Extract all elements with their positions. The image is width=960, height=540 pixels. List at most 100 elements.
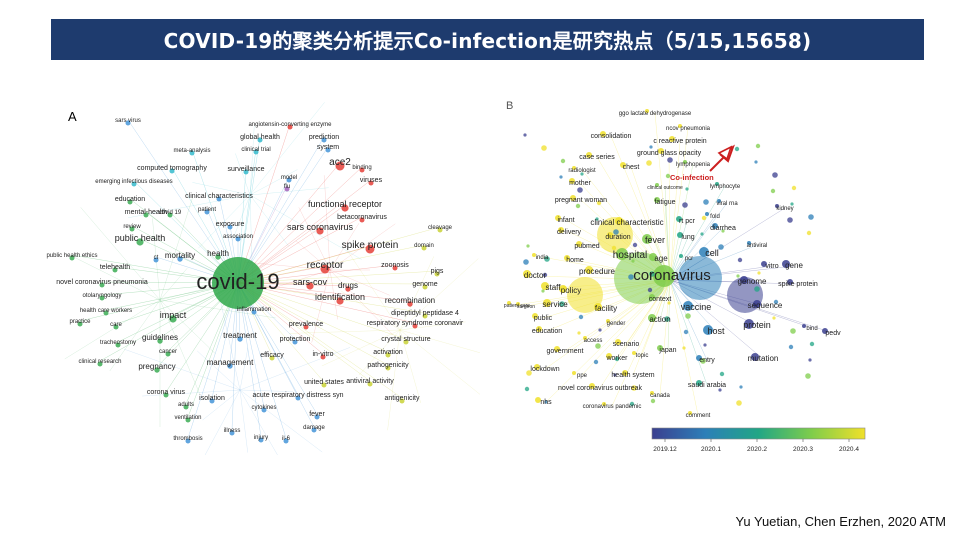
node-viral-rna	[717, 199, 721, 203]
label-system: system	[317, 144, 339, 151]
label-lockdown: lockdown	[530, 366, 559, 373]
node-minor	[700, 358, 706, 364]
node-minor	[755, 143, 761, 149]
node-minor	[718, 244, 724, 250]
label-prevalence: prevalence	[289, 321, 323, 328]
label-association: association	[223, 234, 253, 240]
edge-extra	[399, 321, 466, 331]
edge-b	[669, 127, 689, 281]
node-government	[554, 346, 560, 352]
node-staff	[541, 282, 549, 290]
edge-extra	[249, 169, 298, 196]
panel-b-letter: B	[506, 100, 514, 112]
edge-extra	[159, 299, 200, 395]
label-dipeptidyl-peptidase-4: dipeptidyl peptidase 4	[391, 310, 459, 317]
cluster-map-a: covid-19 sars-cov receptor identification dr…	[46, 102, 480, 455]
node-covid-19	[212, 257, 264, 309]
node-crystal-structure	[403, 339, 409, 345]
node-minor	[772, 316, 776, 320]
edge-extra	[142, 389, 241, 397]
label-gene: gene	[785, 261, 803, 270]
label-betacoronavirus: betacoronavirus	[337, 214, 387, 221]
node-isolation	[209, 398, 215, 404]
label-radiologist: radiologist	[568, 168, 596, 174]
edge-extra	[239, 347, 351, 391]
edge-thrombosis	[187, 282, 239, 439]
label-viral-rna: viral rna	[716, 201, 738, 207]
label-pcr: pcr	[685, 256, 693, 262]
edge-extra	[239, 389, 293, 392]
label-receptor: receptor	[307, 260, 344, 271]
node-facility	[594, 303, 602, 311]
node-minor	[718, 388, 722, 392]
node-system	[325, 147, 331, 153]
title-banner: COVID-19的聚类分析提示Co-infection是研究热点（5/15,15…	[51, 19, 924, 60]
node-clinical-characteristics	[216, 196, 222, 202]
node-spike-protein	[787, 279, 793, 285]
node-minor	[544, 256, 550, 262]
node-public-health	[136, 238, 144, 246]
node-scenario	[615, 339, 621, 345]
label-injury: injury	[254, 435, 268, 441]
label-genome: genome	[412, 281, 437, 288]
node-prediction	[321, 137, 327, 143]
label-clinical-research: clinical research	[78, 359, 121, 365]
label-pubmed: pubmed	[574, 243, 599, 250]
node-india	[532, 253, 536, 257]
node-surgeon	[516, 302, 520, 306]
node-public-health-ethics	[69, 255, 75, 261]
node-case-series	[586, 152, 592, 158]
node-minor	[650, 398, 656, 404]
edge-pigs	[237, 270, 438, 284]
node-public	[532, 313, 538, 319]
edge-extra	[399, 258, 479, 331]
node-illness	[229, 430, 235, 436]
label-review: review	[123, 224, 141, 230]
label-age: age	[654, 254, 668, 263]
node-rt-pcr	[676, 216, 682, 222]
edge-extra	[249, 187, 329, 196]
label-corona-virus: corona virus	[147, 389, 186, 396]
network-labels-a: covid-19 sars-cov receptor identification dr…	[46, 118, 463, 442]
label-tracheostomy: tracheostomy	[100, 340, 136, 346]
edge-respiratory-syndrome-coronavir	[237, 282, 416, 324]
edge-b	[669, 279, 708, 386]
label-ct: ct	[154, 255, 159, 261]
label-antiviral-activity: antiviral activity	[346, 378, 394, 385]
edge-extra	[399, 256, 435, 331]
node-ggo-lactate-dehydrogenase	[645, 109, 649, 113]
edge-public-health-ethics	[71, 254, 239, 284]
node-angiotensin-converting-enzyme	[287, 124, 293, 130]
label-functional-receptor: functional receptor	[308, 199, 382, 209]
node-minor	[791, 185, 797, 191]
label-respiratory-syndrome-coronavir: respiratory syndrome coronavir	[367, 320, 464, 327]
node-minor	[808, 214, 814, 220]
label-isolation: isolation	[199, 395, 225, 402]
edge-extra	[197, 350, 241, 391]
node-sars-cov	[306, 282, 314, 290]
label-guidelines: guidelines	[142, 333, 178, 342]
node-minor	[649, 271, 655, 277]
node-duration	[607, 232, 613, 238]
edge-extra	[387, 329, 401, 431]
label-gender: gender	[607, 321, 626, 327]
node-bind	[802, 324, 806, 328]
edge-extra	[399, 329, 480, 395]
label-pregnant-woman: pregnant woman	[555, 197, 607, 204]
label-binding: binding	[352, 165, 371, 171]
label-health: health	[207, 249, 229, 258]
node-acute-respiratory-distress-syn	[295, 395, 301, 401]
node-minor	[752, 302, 758, 308]
node-lymphopenia	[683, 160, 687, 164]
label-antiviral: antiviral	[747, 243, 768, 249]
node-betacoronavirus	[359, 217, 365, 223]
label-treatment: treatment	[223, 331, 258, 340]
edge-antiviral-activity	[237, 282, 371, 382]
overlay-map-b: ggo lactate dehydrogenase ncov pneumonia c…	[504, 109, 866, 453]
label-hospital: hospital	[613, 250, 647, 261]
node-topic	[632, 351, 636, 355]
node-service	[543, 299, 551, 307]
node-minor	[632, 242, 638, 248]
label-impact: impact	[160, 310, 187, 320]
node-minor	[757, 271, 761, 275]
